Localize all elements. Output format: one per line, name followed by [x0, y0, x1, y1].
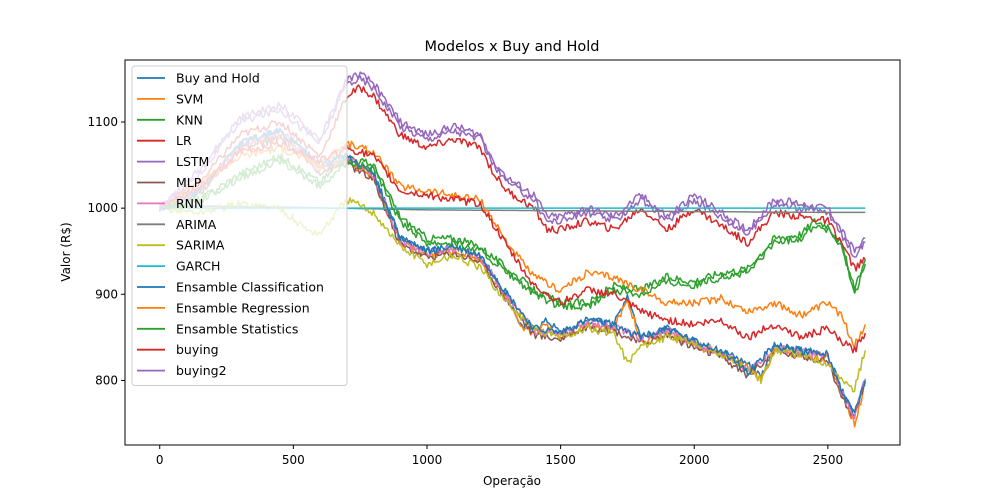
chart-title: Modelos x Buy and Hold	[425, 39, 600, 55]
legend-label: ARIMA	[176, 217, 217, 232]
legend-label: KNN	[176, 112, 203, 127]
plot-frame	[124, 59, 901, 446]
legend-label: SVM	[176, 91, 203, 106]
x-tick-label: 1500	[545, 453, 576, 467]
x-tick-label: 500	[282, 453, 305, 467]
y-tick-label: 900	[95, 287, 118, 301]
legend-label: LSTM	[176, 154, 209, 169]
y-axis-title: Valor (R$)	[59, 222, 73, 281]
x-tick-label: 2500	[813, 453, 844, 467]
legend-label: buying	[176, 342, 219, 357]
legend-label: Buy and Hold	[176, 71, 260, 86]
x-axis-title: Operação	[483, 474, 541, 488]
x-axis: 0 500 1000 1500 2000 2500	[156, 445, 843, 467]
legend-label: Ensamble Regression	[176, 300, 310, 315]
y-axis: 800 900 1000 1100	[87, 115, 125, 387]
legend: Buy and Hold SVM KNN LR LSTM MLP RNN ARIMA SARIM…	[131, 65, 348, 386]
y-tick-label: 1100	[87, 115, 118, 129]
y-tick-label: 1000	[87, 201, 118, 215]
legend-label: SARIMA	[176, 238, 225, 253]
x-tick-label: 1000	[412, 453, 443, 467]
x-tick-label: 0	[156, 453, 164, 467]
legend-label: RNN	[176, 196, 203, 211]
legend-label: GARCH	[176, 259, 220, 274]
legend-label: buying2	[176, 363, 227, 378]
legend-label: LR	[176, 133, 192, 148]
x-tick-label: 2000	[679, 453, 710, 467]
y-tick-label: 800	[95, 373, 118, 387]
legend-label: Ensamble Statistics	[176, 321, 298, 336]
legend-box	[131, 65, 348, 386]
legend-label: MLP	[176, 175, 202, 190]
legend-label: Ensamble Classification	[176, 280, 324, 295]
